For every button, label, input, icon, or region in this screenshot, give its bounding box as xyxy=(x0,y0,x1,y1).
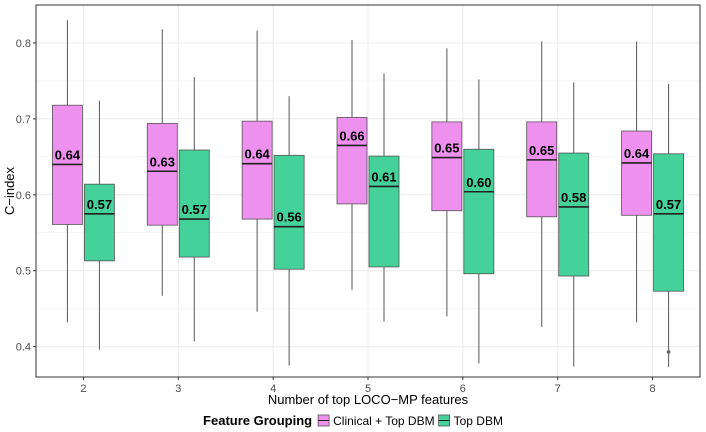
boxplot-top-dbm-5: 0.61 xyxy=(368,73,400,322)
box xyxy=(84,183,115,262)
box xyxy=(653,153,684,292)
median-label: 0.65 xyxy=(434,141,459,156)
boxplot-top-dbm-4: 0.56 xyxy=(273,96,305,366)
median-label: 0.64 xyxy=(244,147,270,162)
box xyxy=(526,121,558,218)
box xyxy=(178,149,210,258)
y-tick-label: 0.7 xyxy=(16,114,31,126)
boxplot-clinical-top-dbm-3: 0.63 xyxy=(146,29,178,296)
boxplot-top-dbm-2: 0.57 xyxy=(84,100,115,350)
median-label: 0.58 xyxy=(561,190,586,205)
y-axis-title: C−index xyxy=(2,166,17,215)
box xyxy=(146,123,178,226)
box xyxy=(463,148,495,275)
median-label: 0.57 xyxy=(87,197,112,212)
boxplot-top-dbm-6: 0.60 xyxy=(463,79,495,364)
legend-label: Top DBM xyxy=(454,414,503,428)
legend-label: Clinical + Top DBM xyxy=(333,414,434,428)
outlier-point xyxy=(666,350,671,354)
plot-area: 0.64 0.630.640.660.65 0.65 0.640.57 0.570.56… xyxy=(16,4,701,395)
median-label: 0.64 xyxy=(624,146,650,161)
x-tick-label: 5 xyxy=(365,383,371,395)
boxplot-clinical-top-dbm-4: 0.64 xyxy=(241,30,273,312)
median-label: 0.63 xyxy=(150,154,175,169)
x-tick-label: 8 xyxy=(650,383,656,395)
legend: Feature Grouping Clinical + Top DBM Top D… xyxy=(203,413,503,428)
median-label: 0.56 xyxy=(276,210,301,225)
median-label: 0.66 xyxy=(339,128,364,143)
y-tick-label: 0.8 xyxy=(16,38,31,50)
box xyxy=(273,154,305,270)
legend-title: Feature Grouping xyxy=(203,413,312,428)
x-tick-label: 2 xyxy=(80,383,86,395)
x-tick-label: 3 xyxy=(175,383,181,395)
y-tick-label: 0.5 xyxy=(16,266,31,278)
box xyxy=(558,152,590,277)
boxplot-clinical-top-dbm-8: 0.64 xyxy=(621,41,652,323)
boxplot-clinical-top-dbm-7: 0.65 xyxy=(526,41,558,327)
boxplot-top-dbm-3: 0.57 xyxy=(178,77,210,342)
x-tick-label: 4 xyxy=(270,383,276,395)
x-axis-title: Number of top LOCO−MP features xyxy=(268,392,469,407)
median-label: 0.64 xyxy=(55,147,81,162)
median-label: 0.60 xyxy=(466,175,491,190)
x-tick-label: 6 xyxy=(460,383,466,395)
median-label: 0.65 xyxy=(529,143,554,158)
boxplot-top-dbm-8: 0.57 xyxy=(653,83,684,368)
median-label: 0.57 xyxy=(656,197,681,212)
y-tick-label: 0.4 xyxy=(16,342,31,354)
box xyxy=(241,120,273,220)
box xyxy=(431,121,463,212)
boxplot-clinical-top-dbm-6: 0.65 xyxy=(431,48,463,317)
box xyxy=(336,116,368,205)
box xyxy=(368,155,400,268)
boxplot-top-dbm-7: 0.58 xyxy=(558,82,590,367)
box xyxy=(621,130,652,216)
median-label: 0.57 xyxy=(182,202,207,217)
boxplot-clinical-top-dbm-5: 0.66 xyxy=(336,39,368,290)
boxplot-clinical-top-dbm-2: 0.64 xyxy=(52,20,83,323)
y-tick-label: 0.6 xyxy=(16,190,31,202)
median-label: 0.61 xyxy=(371,169,396,184)
x-tick-label: 7 xyxy=(555,383,561,395)
